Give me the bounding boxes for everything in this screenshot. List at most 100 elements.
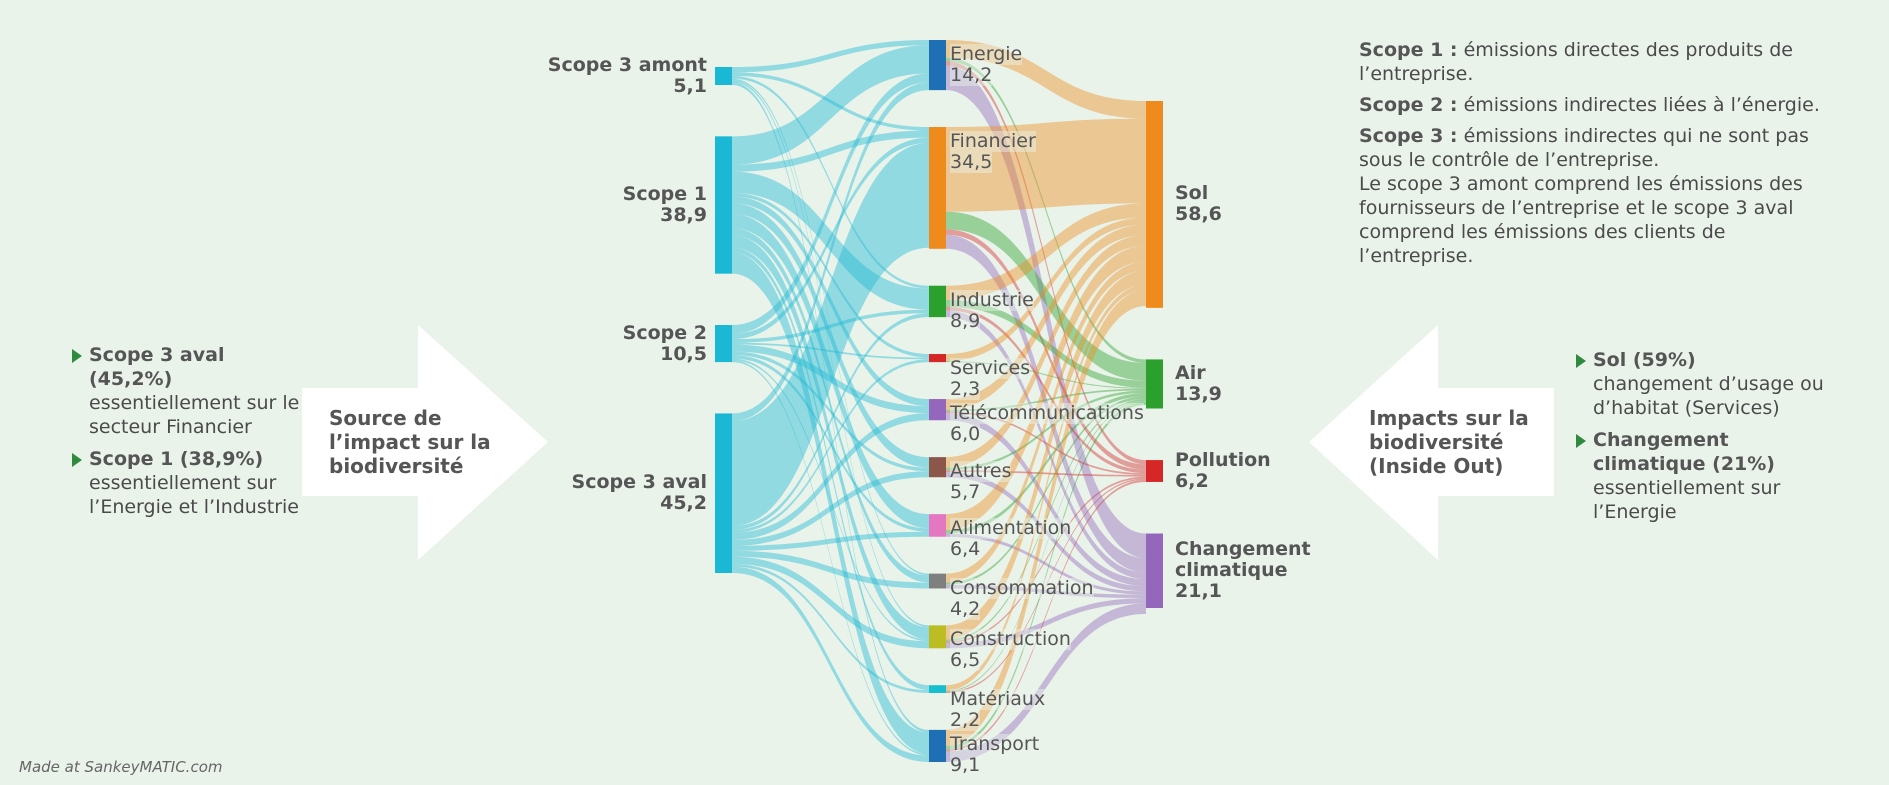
node — [1146, 101, 1163, 308]
node-value: 6,4 — [950, 538, 981, 561]
node-name: Scope 1 — [622, 183, 707, 205]
bullet-item: Sol (59%) changement d’usage ou d’habitat… — [1576, 348, 1826, 420]
node-label: Télécommunications 6,0 — [950, 403, 1144, 446]
bullet-item: Changement climatique (21%) essentielleme… — [1576, 428, 1826, 524]
links — [732, 40, 1146, 762]
flow — [732, 360, 929, 756]
node-label: Sol 58,6 — [1175, 183, 1315, 225]
node-label: Energie 14,2 — [950, 44, 1023, 86]
bullet-title: Changement climatique (21%) — [1593, 429, 1775, 475]
footer: Made at SankeyMATIC.com — [19, 758, 223, 776]
node-name: Autres — [950, 460, 1012, 483]
flow — [732, 566, 929, 762]
node-value: 13,9 — [1175, 382, 1222, 405]
definition-text: émissions indirectes liées à l’énergie. — [1463, 94, 1820, 116]
flow — [946, 211, 1146, 381]
flow — [946, 388, 1146, 412]
node-label: Scope 2 10,5 — [623, 322, 707, 365]
flow — [732, 137, 929, 340]
flow — [732, 344, 929, 414]
node-value: 45,2 — [660, 492, 707, 515]
flow — [946, 118, 1146, 212]
flow — [946, 361, 1146, 389]
flow — [946, 476, 1146, 644]
node-name: Industrie — [950, 288, 1034, 311]
node-label: Industrie 8,9 — [950, 288, 1034, 332]
left-arrow — [302, 325, 548, 560]
node-label: Scope 1 38,9 — [623, 184, 707, 226]
bullet-marker — [1576, 354, 1586, 368]
flow — [732, 40, 929, 73]
left-arrow-text: Source de l’impact sur la biodiversité — [329, 406, 491, 478]
flow — [946, 478, 1146, 693]
definition-term: Scope 3 : — [1359, 125, 1458, 147]
node-name: Scope 3 amont — [547, 54, 707, 76]
node — [929, 625, 946, 649]
node-value: 9,1 — [950, 753, 981, 776]
bullet-title: Scope 3 aval (45,2%) — [89, 344, 225, 390]
node — [929, 354, 946, 363]
flow — [732, 78, 929, 576]
flow — [946, 603, 1146, 762]
flow — [946, 229, 1146, 470]
node-value: 4,2 — [950, 597, 981, 620]
node-value: 2,2 — [950, 709, 981, 732]
bullet-text: essentiellement sur l’Energie — [1593, 477, 1781, 523]
node-name: Consommation — [950, 576, 1094, 599]
left-bullets: Scope 3 aval (45,2%) essentiellement sur … — [72, 343, 302, 527]
node — [929, 729, 946, 762]
node — [1146, 533, 1163, 608]
node — [715, 413, 732, 573]
node-label: Construction 6,5 — [950, 629, 1071, 672]
flow — [732, 214, 929, 529]
node-name: Transport — [950, 732, 1040, 755]
flow — [946, 401, 1146, 750]
node-value: 5,1 — [673, 75, 707, 97]
flow — [732, 355, 929, 532]
node-label: Services 2,3 — [950, 358, 1031, 401]
flow — [946, 289, 1146, 747]
bullet-text: essentiellement sur le secteur Financier — [89, 392, 300, 438]
definitions: Scope 1 : émissions directes des produit… — [1359, 38, 1829, 275]
node-value: 8,9 — [950, 309, 981, 332]
bullet-title: Sol (59%) — [1593, 349, 1696, 371]
node — [929, 40, 946, 91]
flow — [732, 471, 929, 546]
flow — [946, 57, 1146, 363]
flow — [732, 556, 929, 649]
flow — [946, 306, 1146, 474]
flow — [732, 75, 929, 289]
node — [929, 285, 946, 318]
flow — [946, 40, 1146, 119]
node — [715, 67, 732, 86]
node-label: Air 13,9 — [1175, 362, 1315, 405]
flow — [946, 479, 1146, 752]
node-value: 2,3 — [950, 378, 981, 401]
node-value: 14,2 — [950, 64, 993, 86]
right-arrow — [1309, 325, 1554, 560]
node-name: Pollution — [1175, 449, 1271, 471]
definition: Scope 2 : émissions indirectes liées à l… — [1359, 93, 1829, 117]
node — [715, 136, 732, 274]
node-name: Alimentation — [950, 517, 1072, 540]
flow — [732, 203, 929, 468]
node-label: Transport 9,1 — [950, 732, 1040, 776]
bullet-item: Scope 1 (38,9%) essentiellement sur l’Ene… — [72, 447, 302, 519]
node-value: 6,0 — [950, 423, 981, 446]
bullet-text: essentiellement sur l’Energie et l’Indus… — [89, 472, 299, 518]
flow — [732, 82, 929, 733]
flow — [946, 245, 1146, 531]
node — [929, 685, 946, 693]
definition-text: émissions directes des produits de l’ent… — [1359, 39, 1793, 85]
flow — [946, 390, 1146, 471]
flow — [732, 413, 929, 540]
flow — [946, 411, 1146, 475]
flow — [732, 73, 929, 334]
node-value: 34,5 — [950, 151, 993, 174]
definition: Scope 1 : émissions directes des produit… — [1359, 38, 1829, 86]
node-value: 6,5 — [950, 649, 981, 672]
flow — [946, 261, 1146, 583]
node-name: Financier — [950, 130, 1036, 153]
